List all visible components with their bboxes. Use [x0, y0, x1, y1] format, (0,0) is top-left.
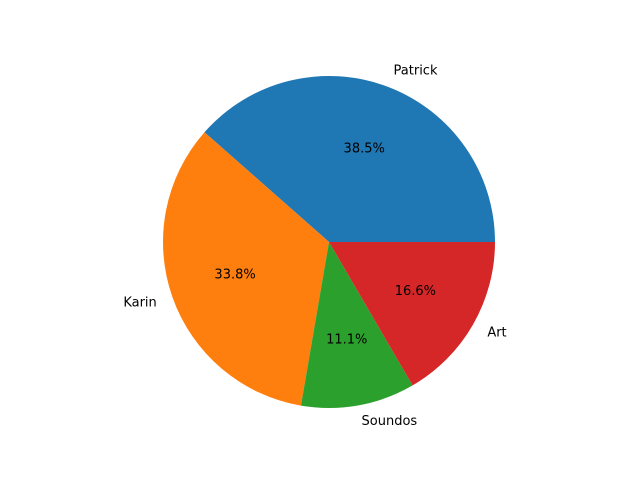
- slice-label-karin: Karin: [123, 295, 156, 310]
- slice-pct-art: 16.6%: [395, 284, 436, 299]
- slice-pct-patrick: 38.5%: [344, 141, 385, 156]
- pie-slices: [163, 76, 495, 408]
- pie-slice-soundos: [300, 242, 413, 408]
- slice-pct-soundos: 11.1%: [326, 333, 367, 348]
- slice-label-art: Art: [487, 325, 506, 340]
- pie-labels: Patrick 38.5% Karin 33.8% Soundos 11.1% Art 16.…: [123, 64, 506, 429]
- slice-label-patrick: Patrick: [394, 64, 438, 79]
- slice-label-soundos: Soundos: [362, 414, 418, 429]
- pie-slice-art: [329, 242, 495, 386]
- pie-slice-patrick: [204, 76, 495, 242]
- pie-slice-karin: [163, 132, 329, 406]
- slice-pct-karin: 33.8%: [214, 268, 255, 283]
